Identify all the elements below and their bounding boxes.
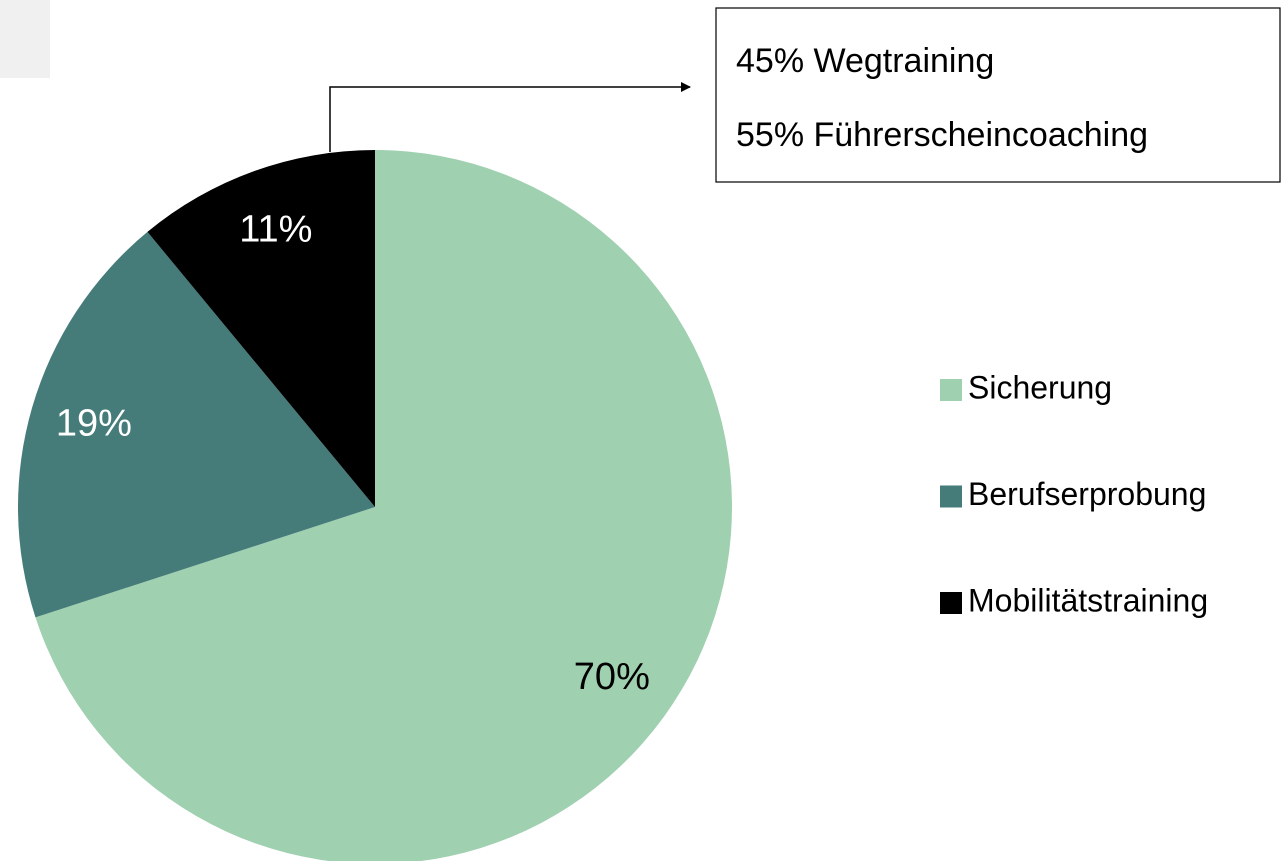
legend-swatch — [940, 379, 962, 401]
legend-label: Mobilitätstraining — [968, 582, 1208, 618]
callout-arrow — [329, 82, 691, 152]
pie — [17, 150, 732, 861]
pie-slice — [35, 150, 732, 861]
data-label: 70% — [574, 656, 650, 698]
annotation-box — [715, 7, 1281, 183]
pie-slice — [17, 231, 376, 618]
annotation: 45% Wegtraining — [736, 42, 994, 80]
legend-swatch — [940, 592, 962, 614]
pie-slice — [147, 150, 375, 507]
annotation: 55% Führerscheincoaching — [736, 116, 1148, 154]
data-label: 19% — [56, 402, 132, 444]
legend-label: Berufserprobung — [968, 476, 1206, 512]
legend-label: Sicherung — [968, 369, 1112, 405]
legend-swatch — [940, 485, 962, 508]
corner-panel — [0, 0, 50, 78]
data-label: 11% — [239, 209, 312, 251]
